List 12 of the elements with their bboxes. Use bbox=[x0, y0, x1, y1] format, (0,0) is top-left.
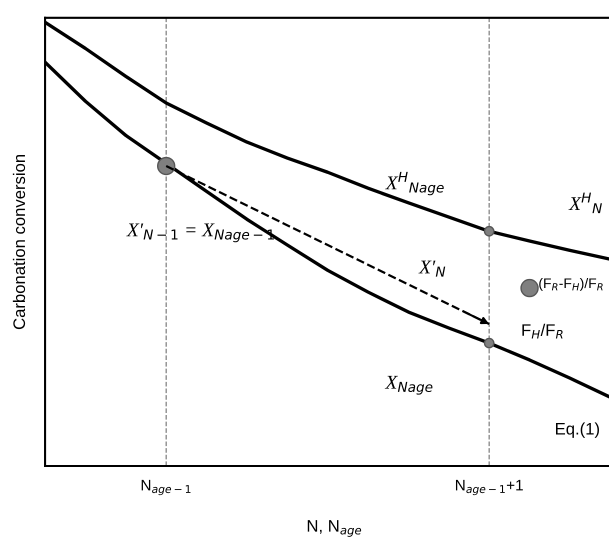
annotation: Eq.(1) bbox=[556, 422, 599, 438]
annotation: X$^{H}$$_{Nage}$ bbox=[385, 172, 444, 196]
annotation: F$_{H}$/F$_{R}$ bbox=[522, 324, 563, 339]
annotation: X′$_{N−1}$ = X$_{Nage−1}$ bbox=[126, 224, 274, 242]
y-axis-title: Carbonation conversion bbox=[12, 154, 26, 330]
annotation: X′$_{N}$ bbox=[418, 260, 446, 277]
x-axis-title: N, N$_{age}$ bbox=[308, 520, 362, 537]
annotation: X$^{H}$$_{N}$ bbox=[568, 192, 602, 214]
annotation: X$_{Nage}$ bbox=[384, 376, 432, 395]
x-tick-label: N$_{age−1}$+1 bbox=[456, 480, 523, 496]
annotation: (F$_{R}$-F$_{H}$)/F$_{R}$ bbox=[539, 278, 603, 291]
x-tick-label: N$_{age−1}$ bbox=[142, 480, 190, 496]
